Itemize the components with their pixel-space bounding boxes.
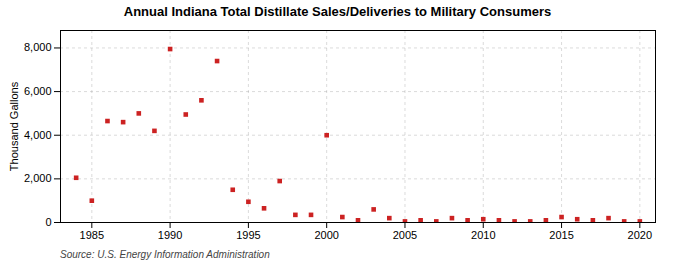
svg-text:2020: 2020 [628, 229, 652, 241]
svg-text:2005: 2005 [393, 229, 417, 241]
svg-text:2,000: 2,000 [24, 172, 52, 184]
svg-text:6,000: 6,000 [24, 85, 52, 97]
svg-text:Thousand Gallons: Thousand Gallons [8, 81, 20, 171]
svg-text:2000: 2000 [314, 229, 338, 241]
svg-text:4,000: 4,000 [24, 129, 52, 141]
svg-text:1990: 1990 [158, 229, 182, 241]
svg-text:1995: 1995 [236, 229, 260, 241]
svg-text:8,000: 8,000 [24, 41, 52, 53]
html-text:Annual Indiana Total Distillat: Annual Indiana Total Distillate Sales/De… [123, 4, 552, 19]
svg-text:1985: 1985 [80, 229, 104, 241]
html-text:Source: U.S. Energy Informatio: Source: U.S. Energy Information Administ… [60, 249, 270, 260]
svg-text:2010: 2010 [471, 229, 495, 241]
svg-text:2015: 2015 [549, 229, 573, 241]
svg-text:0: 0 [45, 216, 51, 228]
